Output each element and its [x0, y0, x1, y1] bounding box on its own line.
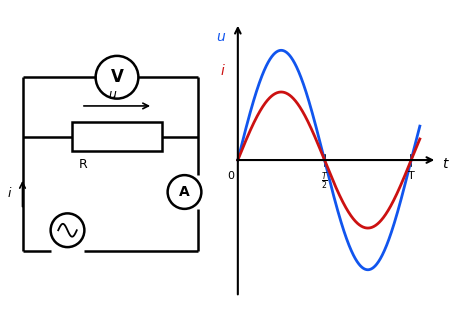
Text: $\frac{T}{2}$: $\frac{T}{2}$ — [321, 171, 328, 193]
Text: $i$: $i$ — [220, 63, 226, 78]
Text: i: i — [8, 187, 11, 200]
Text: T: T — [408, 171, 414, 181]
Text: R: R — [79, 158, 87, 171]
Circle shape — [50, 213, 85, 247]
Text: $u$: $u$ — [216, 30, 226, 44]
Text: $t$: $t$ — [442, 157, 450, 171]
Circle shape — [95, 56, 139, 99]
Text: u: u — [108, 89, 117, 101]
Bar — [72, 122, 162, 152]
Circle shape — [167, 175, 202, 209]
Text: 0: 0 — [227, 171, 234, 181]
Text: V: V — [111, 68, 123, 86]
Text: A: A — [179, 185, 190, 199]
